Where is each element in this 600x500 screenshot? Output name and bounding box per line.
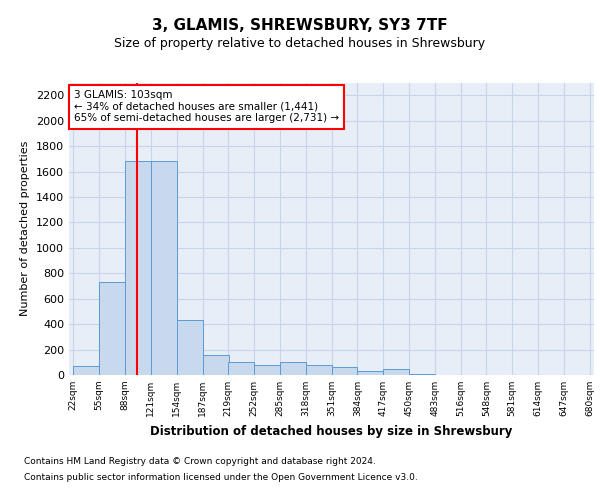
Bar xyxy=(203,356,229,375)
Bar xyxy=(99,282,125,375)
Text: Contains public sector information licensed under the Open Government Licence v3: Contains public sector information licen… xyxy=(24,472,418,482)
Bar xyxy=(332,366,358,375)
Bar xyxy=(358,371,383,375)
Bar xyxy=(151,162,176,375)
Bar xyxy=(305,366,331,375)
X-axis label: Distribution of detached houses by size in Shrewsbury: Distribution of detached houses by size … xyxy=(151,424,512,438)
Text: Contains HM Land Registry data © Crown copyright and database right 2024.: Contains HM Land Registry data © Crown c… xyxy=(24,458,376,466)
Bar xyxy=(280,362,305,375)
Bar xyxy=(409,374,435,375)
Bar xyxy=(73,366,99,375)
Y-axis label: Number of detached properties: Number of detached properties xyxy=(20,141,31,316)
Bar xyxy=(383,368,409,375)
Text: 3 GLAMIS: 103sqm
← 34% of detached houses are smaller (1,441)
65% of semi-detach: 3 GLAMIS: 103sqm ← 34% of detached house… xyxy=(74,90,339,124)
Text: Size of property relative to detached houses in Shrewsbury: Size of property relative to detached ho… xyxy=(115,38,485,51)
Text: 3, GLAMIS, SHREWSBURY, SY3 7TF: 3, GLAMIS, SHREWSBURY, SY3 7TF xyxy=(152,18,448,32)
Bar xyxy=(125,162,151,375)
Bar xyxy=(176,320,203,375)
Bar xyxy=(254,366,280,375)
Bar xyxy=(228,362,254,375)
